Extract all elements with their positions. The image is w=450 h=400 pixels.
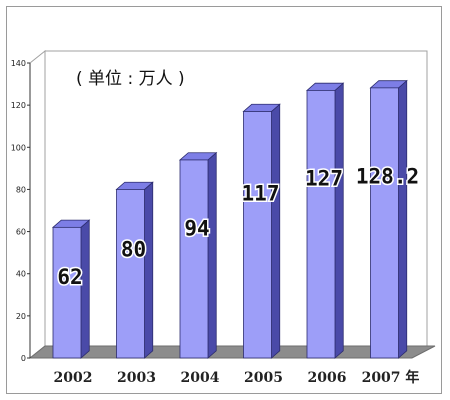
- data-label: 127: [305, 166, 343, 190]
- bar: [115, 181, 154, 359]
- y-tick-label: 80: [16, 185, 26, 194]
- unit-label: ( 单位 : 万人 ): [76, 69, 185, 89]
- x-tick-label: 2007 年: [362, 369, 420, 386]
- y-axis: 0 20 40 60 80 100 120 140: [11, 59, 31, 363]
- x-tick-label: 2003: [117, 370, 156, 386]
- bar-side: [80, 219, 90, 359]
- chart-frame: [6, 6, 442, 394]
- y-tick-label: 140: [11, 59, 26, 68]
- bar-front: [306, 89, 336, 359]
- bar-front: [52, 226, 82, 359]
- y-tick-label: 100: [11, 143, 26, 152]
- bar: [305, 82, 345, 359]
- bar: [51, 219, 91, 359]
- data-label: 80: [121, 238, 146, 262]
- y-tick-label: 120: [11, 101, 26, 110]
- y-tick-label: 60: [16, 228, 26, 237]
- bar-side: [207, 151, 217, 359]
- side-wall: [29, 49, 46, 360]
- bars: 62 80 94 117 127 128.2: [51, 79, 421, 359]
- bar-front: [243, 111, 272, 359]
- x-tick-label: 2005: [244, 370, 283, 386]
- bar-front: [116, 189, 145, 359]
- data-label: 128.2: [356, 165, 419, 189]
- bar-side: [144, 181, 154, 359]
- bar: [369, 79, 408, 359]
- bar-front: [370, 87, 399, 359]
- bar: [178, 151, 218, 359]
- bar-side: [271, 103, 281, 359]
- data-label: 117: [242, 181, 280, 205]
- x-tick-label: 2002: [54, 370, 93, 386]
- data-label: 62: [57, 265, 82, 289]
- x-tick-label: 2006: [308, 370, 347, 386]
- y-tick-label: 0: [21, 354, 26, 363]
- bar-front: [179, 159, 209, 359]
- back-wall: [44, 50, 428, 347]
- x-tick-label: 2004: [181, 370, 220, 386]
- bar: [242, 103, 281, 359]
- y-tick-label: 40: [16, 270, 26, 279]
- data-label: 94: [184, 216, 209, 240]
- x-axis: 2002 2003 2004 2005 2006 2007 年: [54, 369, 420, 386]
- bar-side: [398, 79, 408, 359]
- bar-side: [334, 82, 344, 359]
- y-tick-label: 20: [16, 312, 26, 321]
